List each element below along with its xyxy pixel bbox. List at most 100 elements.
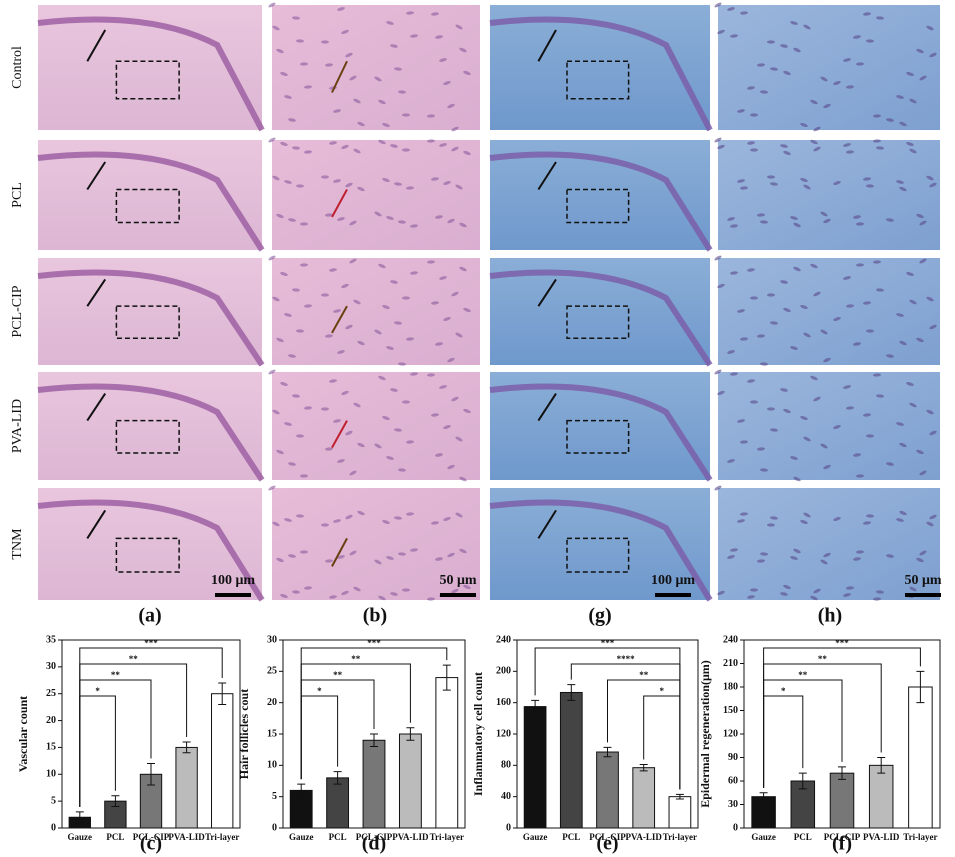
zoom-box [566, 188, 630, 224]
nucleus [823, 218, 831, 224]
significance-label: * [781, 686, 786, 696]
nucleus [730, 271, 738, 275]
nucleus [866, 39, 874, 43]
significance-bracket [643, 695, 681, 790]
nucleus [304, 586, 312, 590]
nucleus [929, 430, 937, 436]
nucleus [929, 514, 937, 520]
nucleus [737, 519, 745, 523]
nucleus [394, 67, 402, 71]
nucleus [717, 590, 725, 596]
nucleus [394, 516, 402, 520]
nucleus [386, 456, 394, 460]
nucleus [374, 443, 382, 449]
nucleus [386, 216, 394, 220]
scale-bar-label: 100 μm [651, 573, 695, 588]
nucleus [843, 143, 851, 147]
nucleus [909, 299, 917, 305]
nucleus [288, 462, 296, 466]
nucleus [757, 334, 765, 338]
nucleus [398, 220, 406, 224]
nucleus [856, 263, 864, 267]
nucleus [378, 595, 386, 601]
nucleus [276, 449, 284, 455]
nucleus [337, 350, 345, 354]
nucleus [790, 21, 798, 25]
nucleus [916, 449, 924, 455]
nucleus [833, 517, 841, 521]
y-tick-label: 5 [51, 795, 56, 806]
nucleus [916, 337, 924, 343]
nucleus [463, 408, 471, 414]
nucleus [398, 552, 406, 556]
nucleus [333, 179, 341, 183]
significance-label: *** [367, 638, 381, 648]
arrow [86, 509, 107, 539]
nucleus [909, 402, 917, 408]
nucleus [284, 518, 292, 522]
y-tick-label: 20 [267, 697, 277, 708]
nucleus [296, 39, 304, 43]
nucleus [833, 181, 841, 185]
nucleus [833, 425, 841, 429]
nucleus [337, 555, 345, 559]
y-tick-label: 120 [496, 728, 511, 739]
error-bar [675, 793, 684, 800]
row-label: PVA-LID [10, 399, 25, 453]
nucleus [820, 443, 828, 449]
nucleus [394, 182, 402, 186]
nucleus [740, 11, 748, 15]
nucleus [790, 346, 798, 350]
nucleus [410, 271, 418, 275]
nucleus [353, 402, 361, 408]
nucleus [737, 419, 745, 423]
nucleus [866, 329, 874, 333]
arrow [537, 393, 557, 422]
nucleus [886, 218, 894, 222]
y-tick-label: 10 [46, 769, 56, 780]
error-bar [111, 795, 120, 808]
nucleus [820, 76, 828, 82]
zoom-box [115, 60, 180, 100]
nucleus [447, 357, 455, 363]
nucleus [760, 220, 768, 224]
error-bar [567, 684, 576, 701]
nucleus [402, 400, 410, 404]
x-tick-label: PVA-LID [392, 832, 429, 842]
nucleus [349, 258, 357, 264]
nucleus [873, 373, 881, 377]
nucleus [810, 139, 818, 145]
y-tick-label: 30 [267, 634, 277, 645]
nucleus [737, 109, 745, 113]
x-tick-label: PVA-LID [626, 832, 663, 842]
nucleus [349, 550, 357, 556]
nucleus [783, 584, 791, 590]
nucleus [863, 413, 871, 417]
nucleus [873, 260, 881, 264]
x-tick-label: Tri-layer [663, 832, 697, 842]
nucleus [455, 24, 463, 30]
nucleus [800, 415, 808, 421]
nucleus [431, 12, 439, 16]
nucleus [896, 422, 904, 426]
nucleus [272, 175, 280, 181]
nucleus [451, 126, 459, 132]
nucleus [760, 362, 768, 366]
nucleus [833, 81, 841, 85]
nucleus [767, 407, 775, 411]
nucleus [846, 85, 854, 89]
scale-bar-label: 100 μm [211, 573, 255, 588]
nucleus [357, 186, 365, 192]
nucleus [410, 34, 418, 38]
arrow [331, 189, 348, 218]
nucleus [783, 408, 791, 414]
nucleus [780, 44, 788, 48]
nucleus [463, 584, 471, 590]
significance-label: ** [111, 670, 121, 680]
nucleus [767, 175, 775, 179]
nucleus [853, 215, 861, 219]
nucleus [783, 70, 791, 76]
nucleus [443, 81, 451, 85]
x-tick-label: PCL-CIP [824, 832, 861, 842]
nucleus [740, 337, 748, 341]
